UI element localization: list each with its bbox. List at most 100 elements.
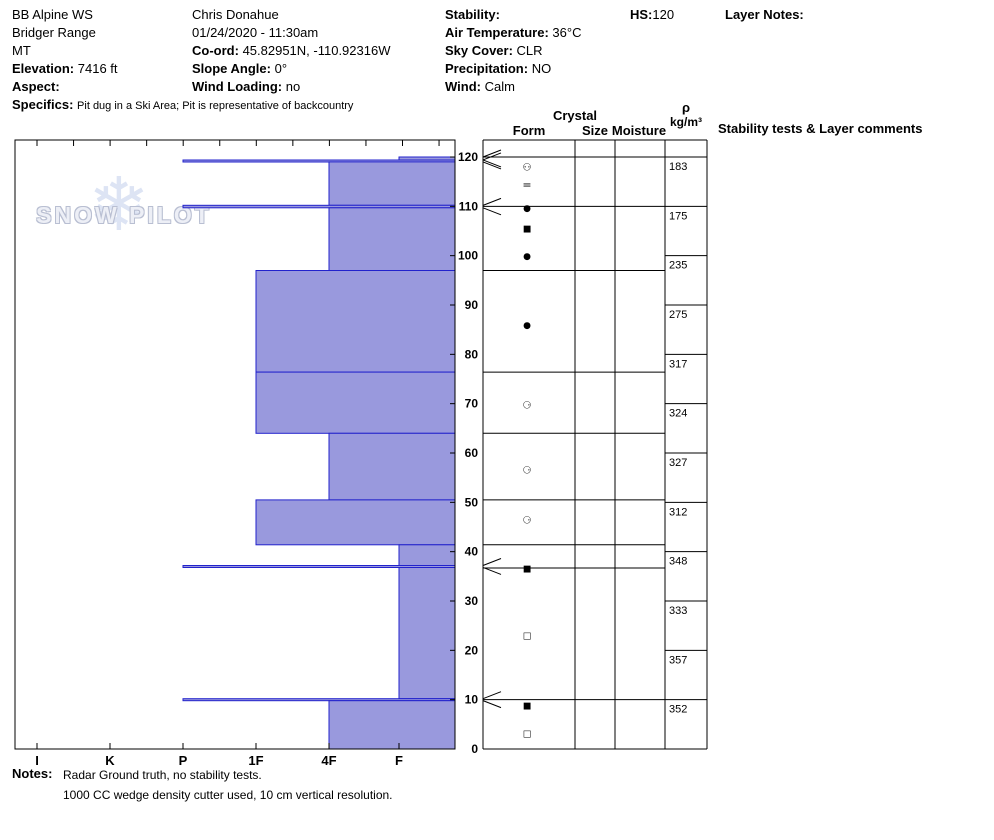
svg-text:■: ■	[523, 702, 532, 712]
notes-label: Notes:	[12, 766, 53, 781]
layer-notes-column: Layer Notes:	[725, 6, 804, 24]
air-temp-row: Air Temperature: 36°C	[445, 24, 581, 42]
svg-text:1F: 1F	[248, 753, 263, 768]
svg-text:20: 20	[465, 643, 479, 657]
specifics-row: Specifics: Pit dug in a Ski Area; Pit is…	[12, 96, 353, 115]
svg-text:F: F	[395, 753, 403, 768]
elevation-label: Elevation:	[12, 61, 75, 76]
observer-name: Chris Donahue	[192, 7, 279, 22]
sky-cover-label: Sky Cover:	[445, 43, 513, 58]
hs-row: HS:120	[630, 6, 674, 24]
elevation-row: Elevation: 7416 ft	[12, 60, 353, 78]
svg-text:317: 317	[669, 358, 687, 370]
hs-column: HS:120	[630, 6, 674, 24]
svg-text:80: 80	[465, 347, 479, 361]
svg-text:⚆: ⚆	[523, 401, 532, 412]
density-symbol-header: ρ	[681, 100, 691, 115]
elevation-value: 7416 ft	[77, 61, 118, 76]
svg-text:I: I	[35, 753, 39, 768]
svg-text:312: 312	[669, 506, 687, 518]
svg-text:70: 70	[465, 397, 479, 411]
wind-row: Wind: Calm	[445, 78, 581, 96]
svg-text:60: 60	[465, 446, 479, 460]
crystal-header: Crystal	[552, 108, 598, 123]
specifics-label: Specifics:	[12, 97, 74, 112]
svg-text:333: 333	[669, 605, 687, 617]
air-temp-value: 36°C	[552, 25, 582, 40]
notes-line-1: Radar Ground truth, no stability tests.	[63, 768, 262, 782]
svg-text:120: 120	[458, 150, 478, 164]
precip-label: Precipitation:	[445, 61, 529, 76]
aspect-row: Aspect:	[12, 78, 353, 96]
svg-text:357: 357	[669, 654, 687, 666]
svg-text:P: P	[179, 753, 188, 768]
svg-text:175: 175	[669, 210, 687, 222]
observer-column: Chris Donahue 01/24/2020 - 11:30am Co-or…	[192, 6, 390, 96]
svg-text:⚆: ⚆	[523, 516, 532, 527]
form-header: Form	[512, 123, 546, 138]
wind-label: Wind:	[445, 79, 481, 94]
svg-text:□: □	[523, 730, 532, 740]
svg-text:348: 348	[669, 556, 687, 568]
coord-row: Co-ord: 45.82951N, -110.92316W	[192, 42, 390, 60]
snowpilot-watermark: ❄ SNOW PILOT	[36, 162, 212, 252]
sky-cover-value: CLR	[516, 43, 543, 58]
svg-text:327: 327	[669, 457, 687, 469]
svg-text:50: 50	[465, 495, 479, 509]
slope-angle-value: 0°	[274, 61, 288, 76]
notes-line-2: 1000 CC wedge density cutter used, 10 cm…	[63, 788, 393, 802]
svg-text:K: K	[105, 753, 115, 768]
snowflake-icon: ❄	[88, 162, 151, 248]
svg-text:■: ■	[523, 564, 532, 574]
precip-row: Precipitation: NO	[445, 60, 581, 78]
stability-label: Stability:	[445, 7, 500, 22]
svg-text:⚇: ⚇	[523, 162, 532, 173]
moisture-header: Moisture	[611, 123, 667, 138]
wind-loading-row: Wind Loading: no	[192, 78, 390, 96]
svg-text:183: 183	[669, 161, 687, 173]
site-state: MT	[12, 43, 31, 58]
density-units-header: kg/m³	[669, 115, 702, 129]
coord-label: Co-ord:	[192, 43, 239, 58]
svg-text:40: 40	[465, 545, 479, 559]
svg-text:□: □	[523, 632, 532, 642]
svg-text:●: ●	[523, 204, 531, 214]
wind-loading-label: Wind Loading:	[192, 79, 283, 94]
hs-label: HS:	[630, 7, 653, 22]
svg-text:0: 0	[471, 742, 478, 756]
wind-value: Calm	[484, 79, 515, 94]
stability-row: Stability:	[445, 6, 581, 24]
svg-text:⚆: ⚆	[523, 465, 532, 476]
svg-text:30: 30	[465, 594, 479, 608]
watermark-text: SNOW PILOT	[36, 202, 212, 228]
aspect-label: Aspect:	[12, 79, 60, 94]
svg-text:10: 10	[465, 693, 479, 707]
sky-cover-row: Sky Cover: CLR	[445, 42, 581, 60]
svg-text:4F: 4F	[321, 753, 336, 768]
slope-angle-label: Slope Angle:	[192, 61, 271, 76]
precip-value: NO	[531, 61, 552, 76]
air-temp-label: Air Temperature:	[445, 25, 549, 40]
svg-text:110: 110	[459, 199, 479, 213]
svg-text:■: ■	[523, 225, 532, 235]
specifics-value: Pit dug in a Ski Area; Pit is representa…	[77, 100, 354, 112]
site-info-column: BB Alpine WS Bridger Range MT Elevation:…	[12, 6, 353, 115]
svg-text:275: 275	[669, 309, 687, 321]
svg-text:324: 324	[669, 408, 687, 420]
hs-value: 120	[652, 7, 675, 22]
observation-datetime: 01/24/2020 - 11:30am	[192, 25, 319, 40]
stability-tests-header: Stability tests & Layer comments	[718, 121, 923, 136]
size-header: Size	[581, 123, 608, 138]
svg-text:●: ●	[523, 252, 531, 262]
layer-notes-row: Layer Notes:	[725, 6, 804, 24]
wind-loading-value: no	[285, 79, 301, 94]
svg-text:=: =	[522, 179, 531, 192]
site-name: BB Alpine WS	[12, 7, 93, 22]
site-range: Bridger Range	[12, 25, 96, 40]
svg-text:90: 90	[465, 298, 479, 312]
svg-text:235: 235	[669, 260, 687, 272]
slope-angle-row: Slope Angle: 0°	[192, 60, 390, 78]
svg-text:100: 100	[458, 249, 478, 263]
svg-text:●: ●	[523, 321, 531, 331]
